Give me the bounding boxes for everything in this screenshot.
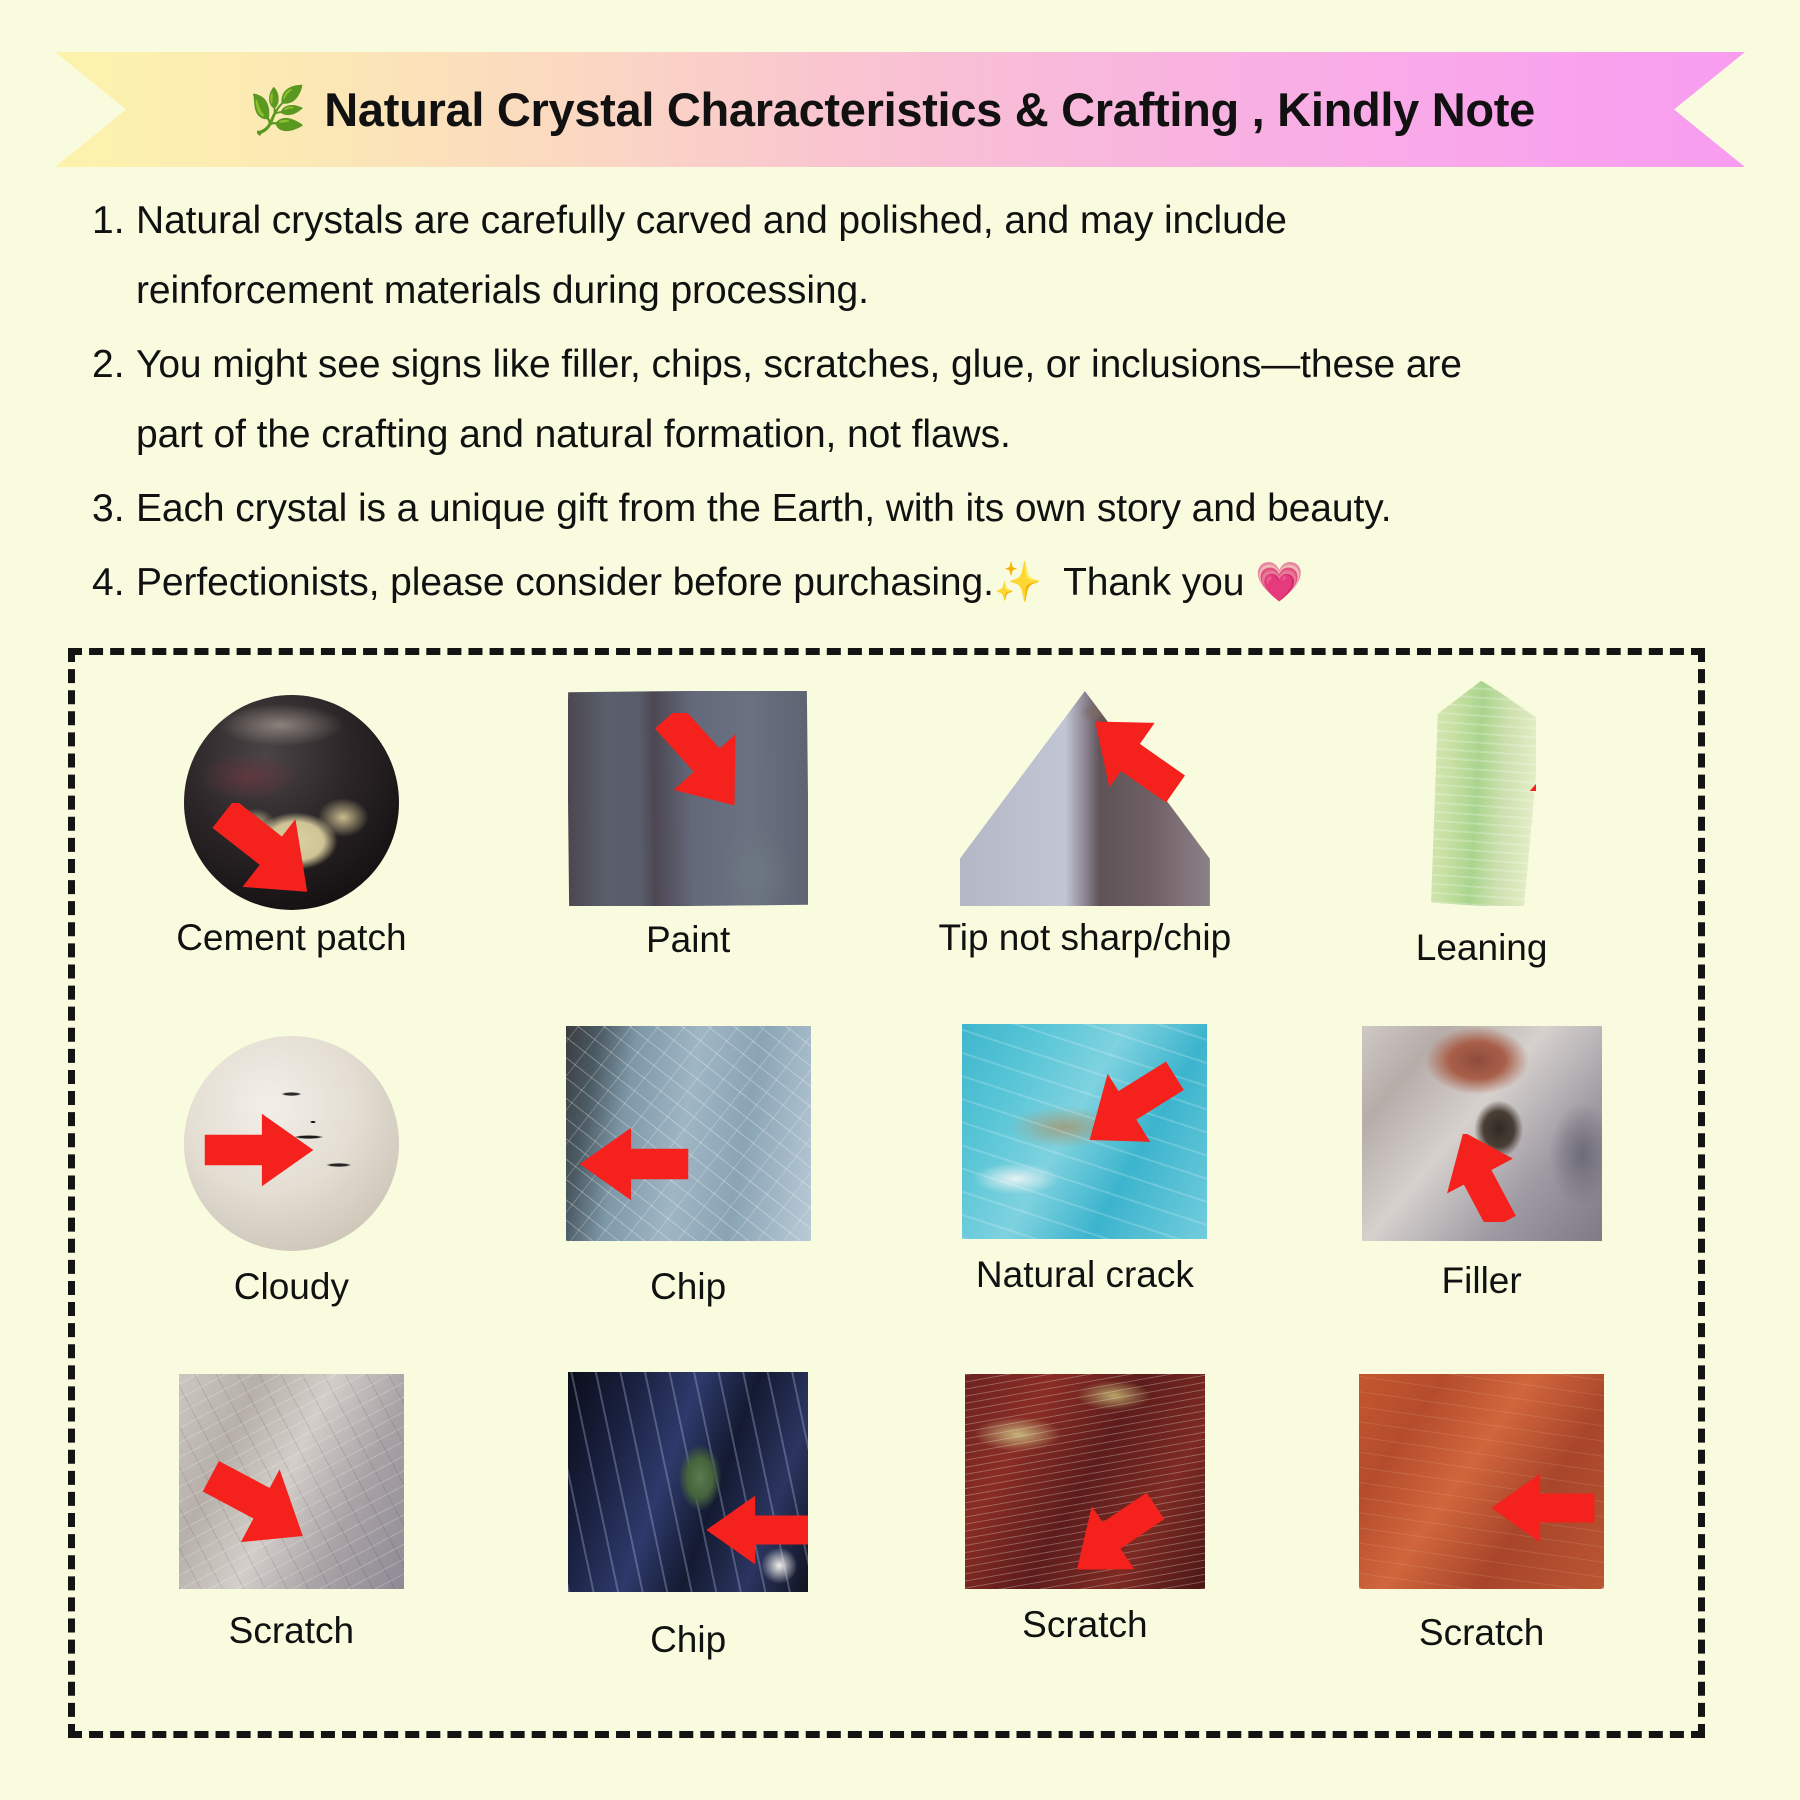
gallery-cell-scratch-2: Scratch: [887, 1372, 1284, 1725]
crystal-photo-filler: [1361, 1025, 1602, 1241]
gallery-cell-paint: Paint: [490, 667, 887, 1020]
note-text: Each crystal is a unique gift from the E…: [136, 487, 1392, 530]
note-text: You might see signs like filler, chips, …: [136, 343, 1462, 456]
note-item-4: 4. Perfectionists, please consider befor…: [92, 548, 1512, 618]
note-text-before: Perfectionists, please consider before p…: [136, 561, 994, 604]
gallery-cell-cement-patch: Cement patch: [93, 667, 490, 1020]
note-number: 3.: [92, 487, 125, 530]
note-text: Perfectionists, please consider before p…: [136, 548, 1304, 618]
crystal-photo-chip-2: [568, 1372, 809, 1593]
gallery-cell-chip-1: Chip: [490, 1020, 887, 1373]
caption-label: Leaning: [1415, 927, 1548, 968]
crystal-photo-leaning: [1428, 681, 1536, 906]
caption-label: Tip not sharp/chip: [938, 917, 1232, 958]
caption-label: Scratch: [1022, 1604, 1148, 1646]
gallery-cell-scratch-1: Scratch: [93, 1372, 490, 1725]
gallery-cell-cloudy: Cloudy: [93, 1020, 490, 1373]
gallery-cell-scratch-3: Scratch: [1283, 1372, 1680, 1725]
title-banner: 🌿 Natural Crystal Characteristics & Craf…: [55, 52, 1745, 167]
note-item-1: 1. Natural crystals are carefully carved…: [92, 186, 1512, 326]
page-title: Natural Crystal Characteristics & Crafti…: [324, 83, 1535, 136]
crystal-photo-tip-chip: [959, 691, 1210, 906]
note-item-2: 2. You might see signs like filler, chip…: [92, 330, 1512, 470]
crystal-photo-cement-patch: [183, 695, 399, 910]
caption-label: Scratch: [1418, 1612, 1545, 1654]
caption-label: Paint: [645, 919, 731, 960]
gallery-cell-chip-2: Chip: [490, 1372, 887, 1725]
heart-icon: 💗: [1255, 561, 1304, 604]
caption-label: Chip: [650, 1265, 727, 1307]
note-item-3: 3. Each crystal is a unique gift from th…: [92, 474, 1512, 544]
crystal-photo-chip-1: [565, 1025, 811, 1241]
caption-label: Chip: [650, 1619, 727, 1661]
caption-label: Natural crack: [975, 1253, 1194, 1295]
crystal-photo-paint: [568, 691, 809, 906]
note-number: 1.: [92, 199, 125, 242]
caption-label: Filler: [1441, 1259, 1522, 1301]
crystal-photo-natural-crack: [962, 1023, 1208, 1239]
crystal-photo-scratch-1: [178, 1374, 404, 1590]
note-number: 4.: [92, 561, 125, 604]
note-number: 2.: [92, 343, 125, 386]
crystal-photo-scratch-3: [1359, 1374, 1605, 1590]
gallery-cell-filler: Filler: [1283, 1020, 1680, 1373]
crystal-photo-scratch-2: [964, 1374, 1205, 1590]
caption-label: Scratch: [228, 1610, 355, 1652]
defect-grid: Cement patch Paint Tip not sharp/chip: [75, 655, 1698, 1731]
banner-ribbon: 🌿 Natural Crystal Characteristics & Craf…: [55, 52, 1745, 167]
herb-leaf-icon: 🌿: [248, 83, 307, 136]
caption-label: Cement patch: [176, 917, 407, 958]
caption-label: Cloudy: [233, 1265, 349, 1307]
crystal-photo-cloudy: [183, 1035, 399, 1251]
note-text-after: Thank you: [1063, 561, 1245, 604]
defect-gallery-box: Cement patch Paint Tip not sharp/chip: [68, 648, 1705, 1738]
gallery-cell-leaning: Leaning: [1283, 667, 1680, 1020]
gallery-cell-natural-crack: Natural crack: [887, 1020, 1284, 1373]
note-text: Natural crystals are carefully carved an…: [136, 199, 1287, 312]
sparkles-icon: ✨: [993, 561, 1043, 604]
notes-list: 1. Natural crystals are carefully carved…: [92, 186, 1512, 622]
gallery-cell-tip-not-sharp: Tip not sharp/chip: [887, 667, 1284, 1020]
